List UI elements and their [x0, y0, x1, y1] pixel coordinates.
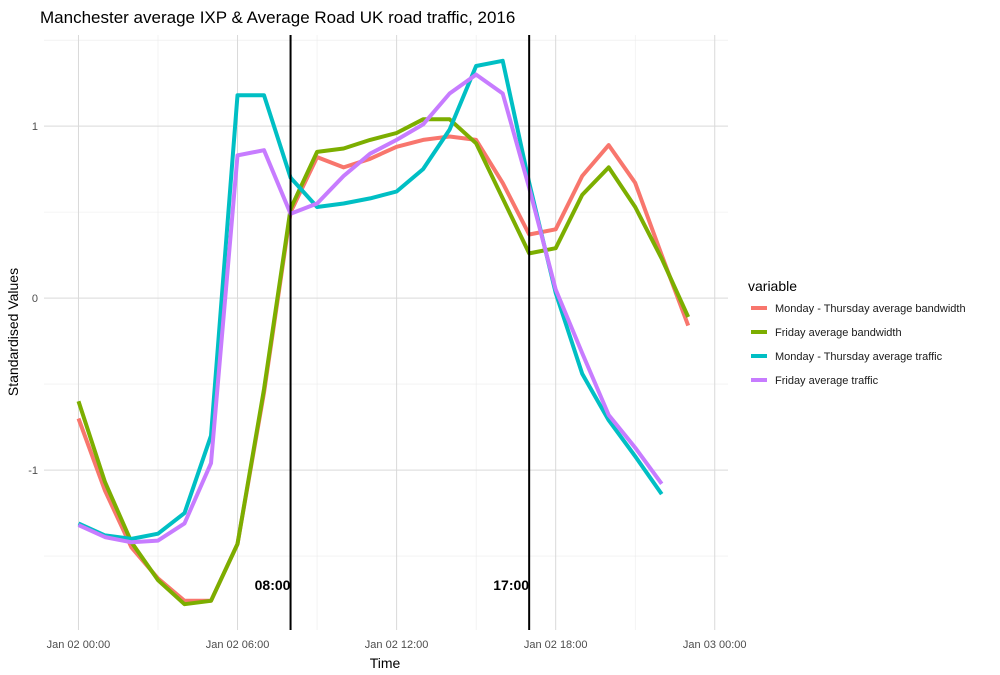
series-line-1 — [76, 134, 691, 603]
legend-label-4: Friday average traffic — [775, 375, 879, 387]
reference-label-0800: 08:00 — [255, 577, 291, 593]
legend-label-3: Monday - Thursday average traffic — [775, 351, 943, 363]
series-line-4 — [77, 72, 664, 545]
legend: variable Monday - Thursday average bandw… — [748, 278, 966, 387]
y-axis: -1 0 1 — [28, 121, 38, 477]
x-axis-title: Time — [370, 655, 401, 671]
reference-label-1700: 17:00 — [493, 577, 529, 593]
reference-lines: 08:00 17:00 — [255, 35, 531, 630]
legend-title: variable — [748, 278, 797, 294]
x-tick-label: Jan 02 06:00 — [206, 639, 270, 651]
x-tick-label: Jan 02 18:00 — [524, 639, 588, 651]
x-tick-label: Jan 02 00:00 — [47, 639, 111, 651]
series-lines — [76, 58, 691, 607]
x-axis: Jan 02 00:00 Jan 02 06:00 Jan 02 12:00 Jan … — [47, 639, 747, 651]
series-line-3 — [77, 58, 664, 541]
y-tick-label: -1 — [28, 465, 38, 477]
legend-label-2: Friday average bandwidth — [775, 327, 902, 339]
series-line-2 — [76, 117, 691, 607]
y-tick-label: 1 — [32, 121, 38, 133]
y-axis-title: Standardised Values — [5, 268, 21, 396]
x-tick-label: Jan 02 12:00 — [365, 639, 429, 651]
y-tick-label: 0 — [32, 293, 38, 305]
legend-label-1: Monday - Thursday average bandwidth — [775, 303, 966, 315]
chart-title: Manchester average IXP & Average Road UK… — [40, 8, 515, 27]
x-tick-label: Jan 03 00:00 — [683, 639, 747, 651]
